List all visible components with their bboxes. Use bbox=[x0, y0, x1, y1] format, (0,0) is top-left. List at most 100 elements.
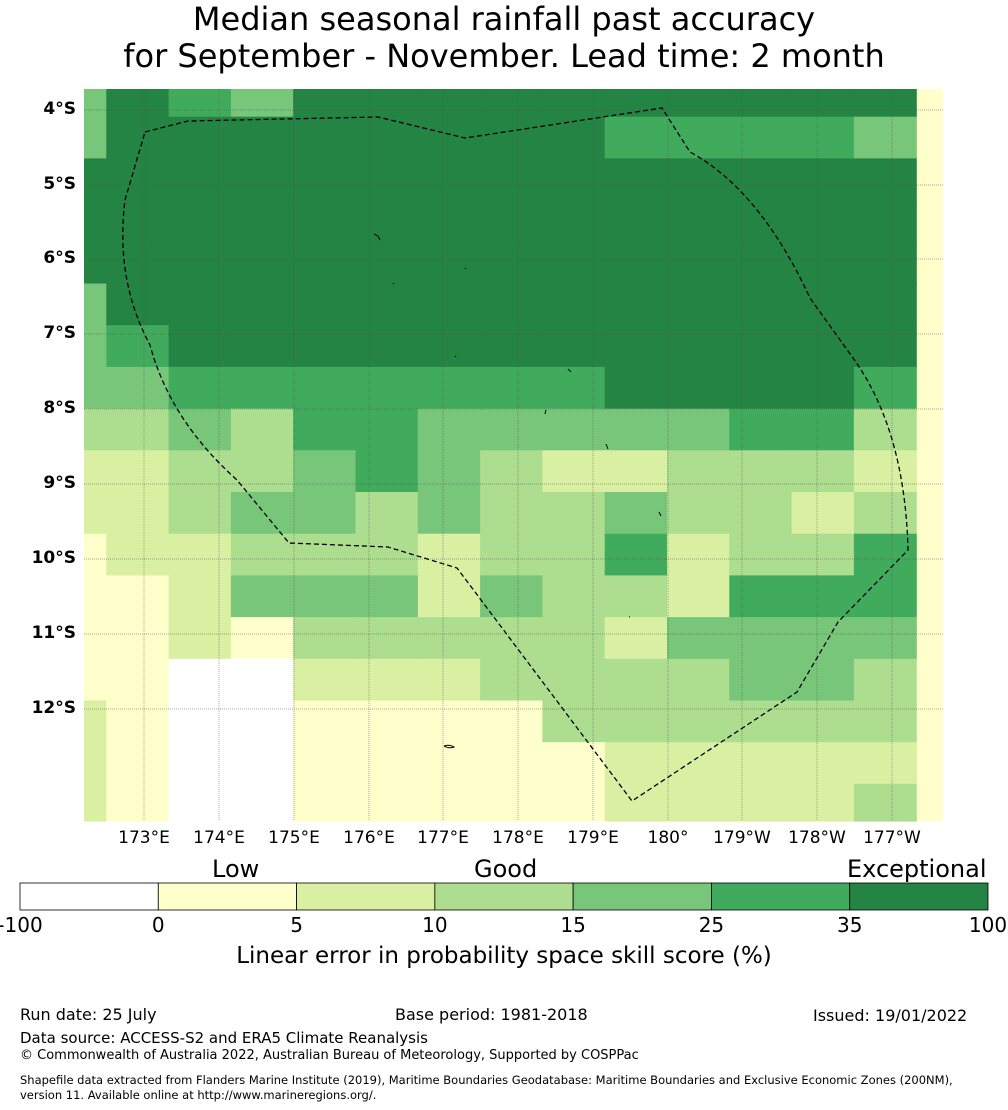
skill-cell bbox=[417, 617, 481, 660]
skill-cell bbox=[168, 533, 232, 576]
skill-cell bbox=[417, 575, 481, 618]
skill-cell bbox=[667, 575, 730, 618]
skill-cell bbox=[542, 283, 606, 326]
colorbar-tick-label: 100 bbox=[968, 913, 1008, 937]
skill-cell bbox=[230, 283, 294, 326]
latitude-label: 10°S bbox=[31, 548, 76, 568]
skill-cell bbox=[417, 116, 481, 159]
skill-cell bbox=[604, 742, 668, 785]
skill-cell bbox=[729, 450, 793, 493]
skill-cell bbox=[417, 658, 481, 702]
skill-cell bbox=[542, 533, 606, 576]
skill-cell bbox=[355, 366, 419, 410]
skill-cell bbox=[604, 783, 668, 822]
colorbar-tick-label: 5 bbox=[290, 913, 303, 937]
skill-cell bbox=[355, 200, 419, 243]
skill-cell bbox=[542, 742, 606, 785]
skill-cell bbox=[417, 200, 481, 243]
skill-cell bbox=[293, 325, 357, 368]
skill-cell bbox=[106, 575, 170, 618]
latitude-label: 8°S bbox=[43, 398, 76, 418]
skill-cell bbox=[791, 742, 855, 785]
colorbar-segment bbox=[19, 882, 159, 911]
skill-cell bbox=[84, 658, 107, 702]
skill-cell bbox=[604, 533, 668, 576]
skill-cell bbox=[84, 158, 107, 201]
skill-cell bbox=[106, 200, 170, 243]
latitude-label: 5°S bbox=[43, 174, 76, 194]
skill-cell bbox=[480, 241, 543, 285]
skill-cell bbox=[106, 617, 170, 660]
skill-cell bbox=[791, 408, 855, 451]
skill-cell bbox=[293, 450, 357, 493]
issued-date: Issued: 19/01/2022 bbox=[813, 1006, 968, 1025]
skill-cell bbox=[84, 89, 107, 118]
skill-cell bbox=[729, 658, 793, 702]
skill-cell bbox=[791, 366, 855, 410]
skill-cell bbox=[230, 325, 294, 368]
skill-cell bbox=[230, 158, 294, 201]
skill-cell bbox=[542, 89, 606, 118]
skill-cell bbox=[604, 283, 668, 326]
skill-cell bbox=[667, 158, 730, 201]
colorbar-segment bbox=[849, 882, 989, 911]
skill-cell bbox=[230, 533, 294, 576]
skill-cell bbox=[480, 492, 543, 535]
skill-cell bbox=[542, 617, 606, 660]
skill-cell bbox=[480, 533, 543, 576]
colorbar-tick-label: 25 bbox=[698, 913, 725, 937]
skill-cell bbox=[853, 783, 917, 822]
skill-cell bbox=[355, 241, 419, 285]
skill-cell bbox=[480, 325, 543, 368]
colorbar-tick-label: 15 bbox=[560, 913, 586, 937]
skill-cell bbox=[667, 283, 730, 326]
skill-cell bbox=[84, 366, 107, 410]
skill-cell bbox=[106, 450, 170, 493]
skill-cell bbox=[604, 658, 668, 702]
skill-cell bbox=[667, 742, 730, 785]
skill-cell bbox=[542, 408, 606, 451]
skill-cell bbox=[168, 241, 232, 285]
longitude-label: 173°E bbox=[118, 828, 170, 848]
skill-cell bbox=[604, 575, 668, 618]
skill-cell bbox=[355, 450, 419, 493]
skill-cell bbox=[168, 200, 232, 243]
skill-cell bbox=[355, 658, 419, 702]
skill-cell bbox=[293, 742, 357, 785]
skill-cell bbox=[84, 283, 107, 326]
skill-cell bbox=[729, 700, 793, 743]
skill-cell bbox=[84, 116, 107, 159]
longitude-label: 175°E bbox=[268, 828, 320, 848]
skill-cell bbox=[604, 200, 668, 243]
skill-cell bbox=[542, 575, 606, 618]
skill-cell bbox=[106, 658, 170, 702]
skill-cell bbox=[542, 450, 606, 493]
skill-cell bbox=[355, 575, 419, 618]
skill-cell bbox=[84, 450, 107, 493]
skill-cell bbox=[729, 325, 793, 368]
skill-cell bbox=[293, 283, 357, 326]
colorbar-segment bbox=[434, 882, 574, 911]
longitude-label: 176°E bbox=[343, 828, 395, 848]
skill-cell bbox=[604, 241, 668, 285]
data-source: Data source: ACCESS-S2 and ERA5 Climate … bbox=[20, 1029, 428, 1047]
skill-cell bbox=[729, 617, 793, 660]
skill-cell bbox=[168, 783, 232, 822]
skill-cell bbox=[84, 492, 107, 535]
skill-cell bbox=[417, 283, 481, 326]
colorbar-segment bbox=[296, 882, 436, 911]
map-title-line-1: Median seasonal rainfall past accuracy bbox=[192, 0, 816, 38]
skill-cell bbox=[106, 742, 170, 785]
skill-cell bbox=[106, 408, 170, 451]
skill-cell bbox=[729, 533, 793, 576]
skill-cell bbox=[853, 408, 917, 451]
skill-cell bbox=[542, 700, 606, 743]
longitude-label: 177°E bbox=[417, 828, 469, 848]
skill-cell bbox=[230, 700, 294, 743]
skill-cell bbox=[542, 325, 606, 368]
latitude-label: 11°S bbox=[31, 623, 76, 643]
skill-cell bbox=[84, 200, 107, 243]
skill-cell bbox=[230, 617, 294, 660]
skill-cell bbox=[853, 116, 917, 159]
colorbar-category-low: Low bbox=[212, 855, 260, 883]
